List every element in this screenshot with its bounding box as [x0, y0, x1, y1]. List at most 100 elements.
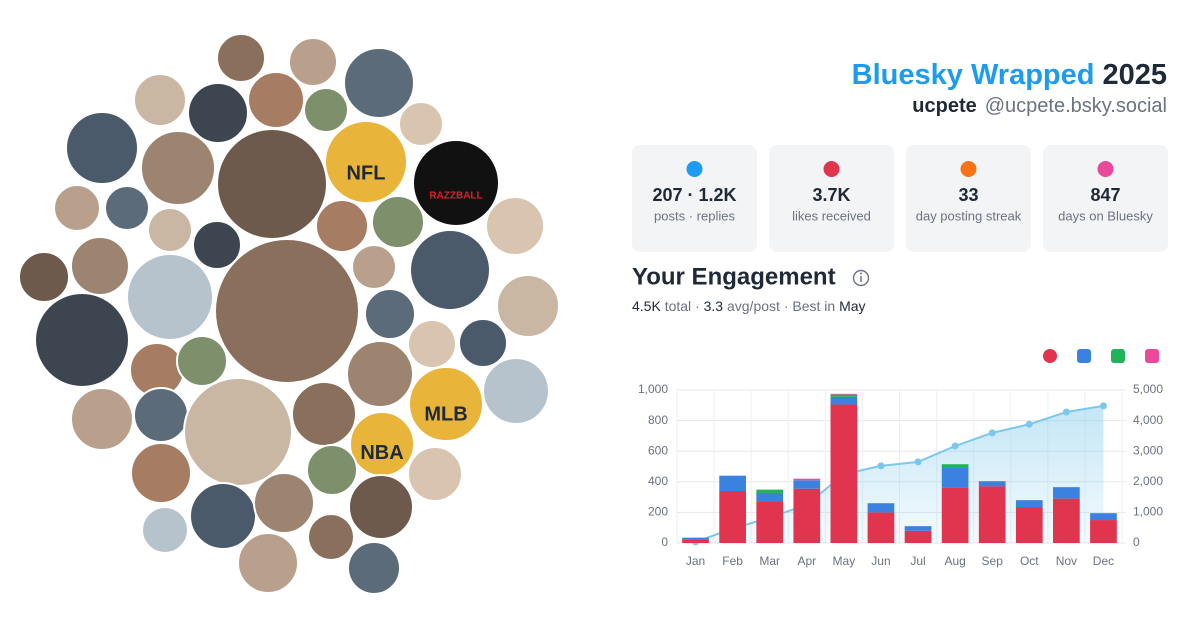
bar-segment	[867, 503, 895, 513]
bar-segment	[756, 501, 784, 543]
bar-segment	[978, 486, 1006, 543]
avatar[interactable]	[315, 199, 369, 253]
avatar[interactable]	[485, 196, 545, 256]
y-tick-label: 0	[661, 535, 668, 549]
stat-label: posts · replies	[654, 208, 735, 223]
x-tick-label: Dec	[1093, 554, 1114, 568]
bar-segment	[830, 404, 858, 543]
bar-segment	[904, 526, 932, 531]
cumulative-point	[1099, 402, 1107, 410]
bar-segment	[941, 464, 969, 469]
stat-card: 33 day posting streak	[906, 145, 1031, 252]
x-tick-label: May	[833, 554, 856, 568]
stat-value: 3.7K	[812, 185, 850, 205]
avatar[interactable]	[70, 236, 130, 296]
avatar[interactable]	[407, 319, 457, 369]
avatar[interactable]	[216, 33, 266, 83]
avatar[interactable]	[65, 111, 139, 185]
avatar[interactable]	[303, 87, 349, 133]
avatar[interactable]	[34, 292, 130, 388]
bar-segment	[1090, 520, 1117, 543]
y-tick-label: 1,000	[638, 382, 668, 396]
avatar[interactable]	[288, 37, 338, 87]
avatar[interactable]	[253, 472, 315, 534]
avatar[interactable]	[307, 513, 355, 561]
bar-segment	[682, 537, 709, 540]
avatar[interactable]	[192, 220, 242, 270]
avatar-logo-text: RAZZBALL	[429, 191, 482, 202]
avatar[interactable]	[348, 474, 414, 540]
avatar[interactable]	[214, 238, 360, 384]
avatar[interactable]	[324, 120, 408, 204]
x-tick-label: Jun	[871, 554, 890, 568]
card-bg	[769, 145, 894, 252]
avatar[interactable]	[371, 195, 425, 249]
avatar[interactable]	[133, 387, 189, 443]
bar-segment	[978, 481, 1006, 482]
stat-icon	[1097, 161, 1114, 177]
avg: 3.3	[704, 298, 724, 314]
stat-label: days on Bluesky	[1058, 208, 1153, 223]
y2-tick-label: 3,000	[1133, 443, 1163, 457]
avatar[interactable]	[187, 82, 249, 144]
avatar[interactable]	[70, 387, 134, 451]
avatar[interactable]	[458, 318, 508, 368]
avatar[interactable]	[104, 185, 150, 231]
info-icon[interactable]	[852, 269, 870, 287]
avatar[interactable]	[53, 184, 101, 232]
avatar[interactable]	[141, 506, 189, 554]
avatar[interactable]	[189, 482, 257, 550]
stat-card: 207 · 1.2K posts · replies	[632, 145, 757, 252]
legend-toggle[interactable]	[1111, 349, 1125, 363]
bar-segment	[867, 512, 895, 543]
avatar[interactable]	[216, 128, 328, 240]
stat-value: 207 · 1.2K	[652, 185, 736, 205]
avatar-logo-text: NFL	[347, 163, 386, 185]
legend-toggle[interactable]	[1145, 349, 1159, 363]
avatar[interactable]	[18, 251, 70, 303]
avatar[interactable]	[496, 274, 560, 338]
avatar[interactable]	[364, 288, 416, 340]
bar-segment	[1090, 513, 1117, 521]
bar-segment	[1053, 498, 1080, 543]
avatar[interactable]	[347, 541, 401, 595]
avatar[interactable]	[140, 130, 216, 206]
bar-segment	[830, 396, 858, 405]
legend-toggle[interactable]	[1043, 349, 1057, 363]
avatar[interactable]	[346, 340, 414, 408]
avatar[interactable]	[408, 366, 484, 442]
y2-tick-label: 2,000	[1133, 474, 1163, 488]
legend	[1043, 349, 1159, 363]
total: 4.5K	[632, 298, 661, 314]
bar-segment	[1053, 487, 1080, 499]
bar-segment	[793, 480, 821, 489]
x-tick-label: Oct	[1020, 554, 1039, 568]
avatar[interactable]	[130, 442, 192, 504]
avatar[interactable]	[343, 47, 415, 119]
avatar[interactable]	[409, 229, 491, 311]
avatar[interactable]	[133, 73, 187, 127]
cumulative-point	[1025, 420, 1033, 428]
y2-tick-label: 4,000	[1133, 413, 1163, 427]
avatar[interactable]	[147, 207, 193, 253]
legend-toggle[interactable]	[1077, 349, 1091, 363]
title: Bluesky Wrapped 2025	[852, 59, 1167, 91]
avatar[interactable]	[351, 244, 397, 290]
y2-tick-label: 1,000	[1133, 505, 1163, 519]
avatar[interactable]	[306, 444, 358, 496]
avatar[interactable]	[412, 139, 500, 227]
bar-segment	[719, 475, 746, 491]
best: May	[839, 298, 865, 314]
avatar[interactable]	[407, 446, 463, 502]
handle: @ucpete.bsky.social	[985, 95, 1167, 117]
avatar[interactable]	[291, 381, 357, 447]
card-bg	[632, 145, 757, 252]
avatar[interactable]	[482, 357, 550, 425]
avatar[interactable]	[237, 532, 299, 594]
avatar[interactable]	[247, 71, 305, 129]
avatar[interactable]	[398, 101, 444, 147]
avatar[interactable]	[126, 253, 214, 341]
avatar[interactable]	[183, 377, 293, 487]
avatar[interactable]	[176, 335, 228, 387]
y2-tick-label: 0	[1133, 535, 1140, 549]
